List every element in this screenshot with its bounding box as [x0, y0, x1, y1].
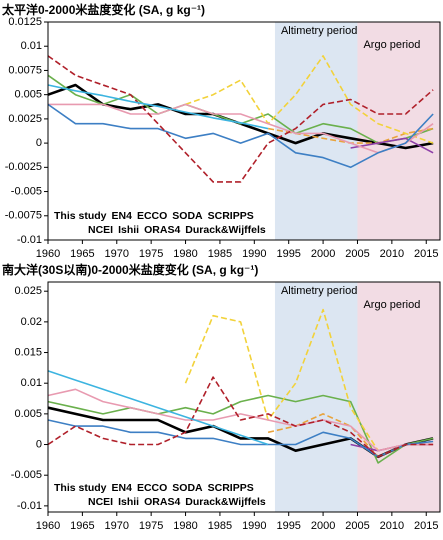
y-tick-label: 0.015: [14, 346, 42, 358]
x-tick-label: 2000: [311, 520, 335, 532]
legend-entry: SCRIPPS: [208, 482, 254, 494]
series-line: [47, 419, 434, 458]
x-tick-label: 1960: [36, 248, 60, 260]
period-band: [357, 282, 440, 512]
legend-entry: EN4: [112, 482, 133, 494]
y-tick-label: 0.005: [14, 408, 42, 420]
x-tick-label: 1965: [70, 520, 94, 532]
series-line: [47, 84, 269, 130]
y-tick-label: 0.0125: [8, 16, 42, 28]
x-tick-label: 1970: [105, 248, 129, 260]
x-tick-label: 2005: [345, 520, 369, 532]
series-line: [184, 308, 434, 452]
x-tick-label: 1995: [276, 248, 300, 260]
x-tick-label: 1990: [242, 248, 266, 260]
x-tick-label: 1965: [70, 248, 94, 260]
x-tick-label: 1960: [36, 520, 60, 532]
x-tick-label: 2005: [345, 248, 369, 260]
legend-entry: EN4: [112, 210, 133, 222]
series-line: [48, 103, 434, 154]
y-tick-label: 0.02: [21, 316, 42, 328]
plot-frame: [47, 21, 441, 241]
x-tick-label: 2010: [380, 520, 404, 532]
period-label: Altimetry period: [281, 285, 357, 297]
y-tick-label: -0.005: [11, 469, 42, 481]
y-tick-label: -0.01: [17, 234, 42, 246]
x-tick-label: 2010: [380, 248, 404, 260]
y-tick-label: -0.0025: [5, 161, 42, 173]
x-tick-label: 1975: [139, 248, 163, 260]
chart-title: 太平洋0-2000米盐度变化 (SA, g kg⁻¹): [2, 2, 205, 17]
legend-entry: This study: [54, 210, 107, 222]
legend-entry: SODA: [172, 210, 203, 222]
series-line: [47, 370, 269, 446]
x-tick-label: 1995: [276, 520, 300, 532]
plot-frame: [47, 281, 441, 513]
y-tick-label: 0: [36, 438, 42, 450]
legend-entry: ORAS4: [144, 496, 180, 508]
series-line: [47, 376, 434, 458]
legend-entry: SODA: [172, 482, 203, 494]
y-tick-label: -0.0075: [5, 210, 42, 222]
y-tick-label: -0.01: [17, 500, 42, 512]
y-tick-label: 0.01: [21, 377, 42, 389]
x-tick-label: 1980: [173, 520, 197, 532]
period-label: Argo period: [363, 299, 420, 311]
x-tick-label: 1980: [173, 248, 197, 260]
y-tick-label: 0: [36, 137, 42, 149]
y-tick-label: 0.025: [14, 285, 42, 297]
period-label: Altimetry period: [281, 25, 357, 37]
x-tick-label: 2000: [311, 248, 335, 260]
y-tick-label: 0.005: [14, 89, 42, 101]
x-tick-label: 1985: [208, 520, 232, 532]
legend-entry: Durack&Wijffels: [185, 224, 266, 236]
x-tick-label: 1975: [139, 520, 163, 532]
series-line: [47, 74, 434, 144]
series-line: [47, 103, 434, 169]
y-tick-label: 0.01: [21, 40, 42, 52]
legend-entry: ECCO: [137, 482, 167, 494]
legend-entry: Ishii: [118, 496, 139, 508]
legend-entry: NCEI: [88, 224, 113, 236]
y-tick-label: 0.0075: [8, 64, 42, 76]
x-tick-label: 1985: [208, 248, 232, 260]
series-line: [47, 388, 434, 452]
series-line: [350, 137, 434, 154]
chart-title: 南大洋(30S以南)0-2000米盐度变化 (SA, g kg⁻¹): [2, 262, 258, 277]
legend-entry: This study: [54, 482, 107, 494]
series-line: [185, 55, 434, 144]
y-tick-label: 0.0025: [8, 113, 42, 125]
legend-entry: Ishii: [118, 224, 139, 236]
x-tick-label: 1970: [105, 520, 129, 532]
legend-entry: ORAS4: [144, 224, 180, 236]
legend-entry: ECCO: [137, 210, 167, 222]
x-tick-label: 1990: [242, 520, 266, 532]
legend-entry: SCRIPPS: [208, 210, 254, 222]
x-tick-label: 2015: [414, 520, 438, 532]
period-label: Argo period: [363, 39, 420, 51]
legend-entry: NCEI: [88, 496, 113, 508]
legend-entry: Durack&Wijffels: [185, 496, 266, 508]
series-line: [47, 55, 434, 183]
x-tick-label: 2015: [414, 248, 438, 260]
y-tick-label: -0.005: [11, 185, 42, 197]
